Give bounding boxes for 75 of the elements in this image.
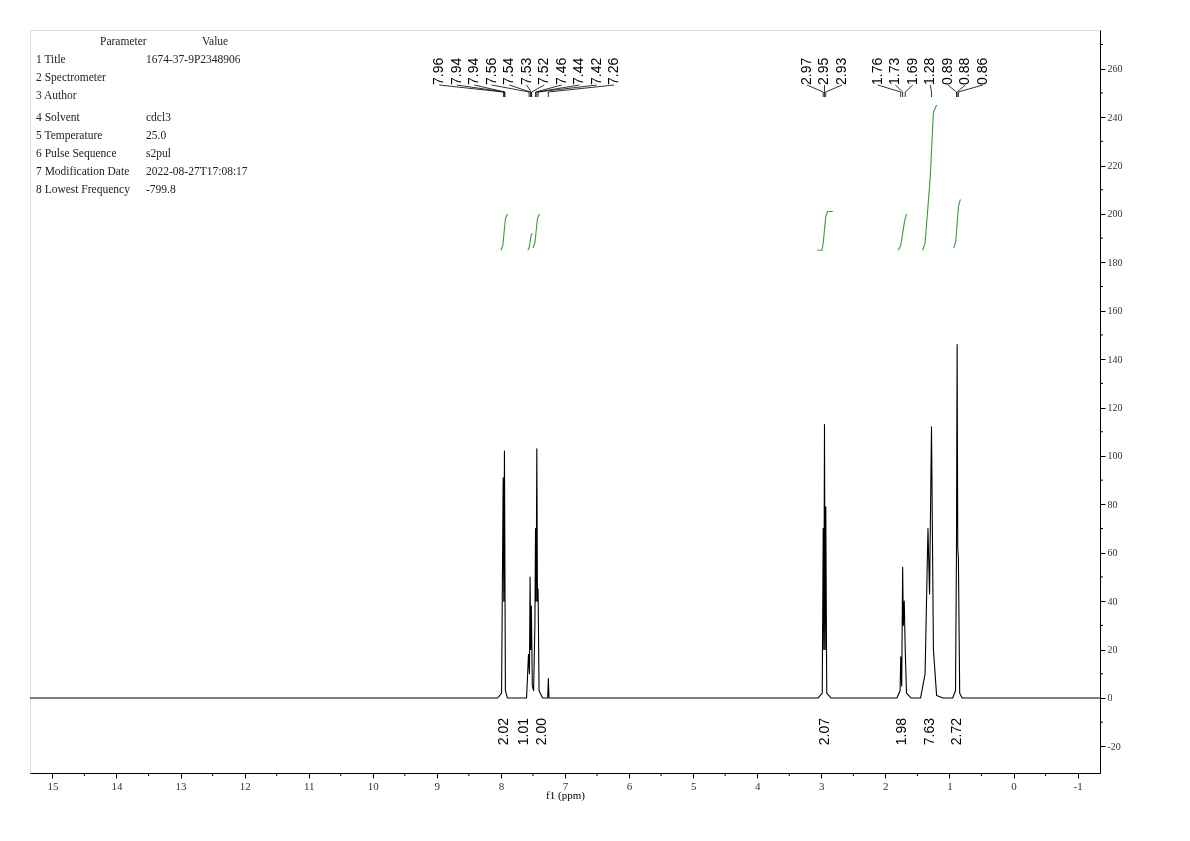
x-tick-label: 15	[47, 779, 59, 792]
annotation: 7.94	[465, 57, 482, 85]
annotation: 1.01	[515, 717, 532, 746]
x-tick-label: 8	[498, 779, 505, 792]
annotation: 7.42	[587, 57, 604, 85]
x-tick-label: 13	[175, 779, 188, 792]
annotation: 2.00	[532, 717, 549, 746]
y-tick-label: 60	[1107, 547, 1118, 559]
y-tick-label: 20	[1107, 644, 1118, 656]
annotation: 0.88	[956, 57, 973, 85]
y-tick-label: 260	[1107, 63, 1123, 75]
text: 5 Temperature 25.0	[36, 129, 167, 141]
annotation: 0.86	[973, 57, 990, 85]
annotation: 1.28	[921, 57, 938, 85]
line-series	[527, 232, 533, 251]
annotation: 2.02	[495, 717, 512, 746]
text: Parameter Value	[100, 35, 229, 47]
text: 6 Pulse Sequence s2pul	[36, 147, 171, 159]
x-tick-label: 0	[1011, 779, 1018, 792]
annotation: 7.26	[605, 57, 622, 85]
annotation: 7.44	[570, 57, 587, 85]
x-tick-label: 11	[303, 779, 315, 792]
annotation: 7.54	[500, 57, 517, 85]
annotation: 1.98	[893, 717, 910, 746]
x-tick-label: 4	[754, 779, 761, 792]
y-tick-label: 200	[1107, 208, 1123, 220]
y-tick-label: 40	[1107, 595, 1118, 607]
annotation: 2.07	[816, 717, 833, 746]
y-tick-label: 80	[1107, 498, 1118, 510]
annotation: 1.69	[903, 57, 920, 85]
annotation: 2 Spectrometer	[36, 71, 107, 84]
annotation: 7.53	[517, 57, 534, 85]
line-series	[953, 198, 961, 249]
x-tick-label: 10	[367, 779, 380, 792]
text: 8 Lowest Frequency -799.8	[36, 183, 176, 195]
y-tick-label: 0	[1107, 692, 1113, 704]
x-tick-label: 2	[883, 779, 889, 792]
annotation: 7.96	[430, 57, 447, 85]
x-tick-label: 6	[626, 779, 633, 792]
text: 4 Solvent cdcl3	[36, 111, 171, 123]
annotation: 2.95	[815, 57, 832, 85]
y-tick-label: 160	[1107, 305, 1123, 317]
annotation: 1.73	[886, 57, 903, 85]
line-series	[500, 213, 508, 251]
y-tick-label: 220	[1107, 160, 1123, 172]
annotation: 2.93	[832, 57, 849, 85]
x-tick-label: 12	[239, 779, 251, 792]
line-series	[897, 213, 908, 251]
annotation: 7.63	[920, 717, 937, 746]
annotation: 7.46	[552, 57, 569, 85]
line-series	[816, 210, 834, 251]
y-tick-label: 100	[1107, 450, 1123, 462]
y-tick-label: 240	[1107, 111, 1123, 123]
text: 7 Modification Date 2022-08-27T17:08:17	[36, 165, 248, 177]
x-tick-label: 14	[111, 779, 123, 792]
x-tick-label: -1	[1073, 779, 1083, 792]
x-tick-label: 5	[690, 779, 697, 792]
annotation: 7.52	[535, 57, 552, 85]
y-tick-label: 120	[1107, 402, 1123, 414]
annotation: 7.56	[482, 57, 499, 85]
annotation: 7.94	[447, 57, 464, 85]
line-series	[532, 213, 540, 249]
annotation: 2.72	[948, 717, 965, 746]
x-tick-label: 9	[434, 779, 441, 792]
annotation: 2.97	[797, 57, 814, 85]
annotation: 3 Author	[36, 89, 77, 101]
annotation: 1.76	[868, 57, 885, 85]
y-tick-label: 140	[1107, 353, 1123, 365]
x-tick-label: 1	[947, 779, 953, 792]
y-tick-label: 180	[1107, 256, 1123, 268]
x-tick-label: 3	[819, 779, 826, 792]
y-tick-label: -20	[1107, 740, 1121, 752]
text: 1 Title 1674-37-9P2348906	[36, 53, 241, 65]
line-series	[921, 104, 938, 251]
annotation: 0.89	[938, 57, 955, 85]
